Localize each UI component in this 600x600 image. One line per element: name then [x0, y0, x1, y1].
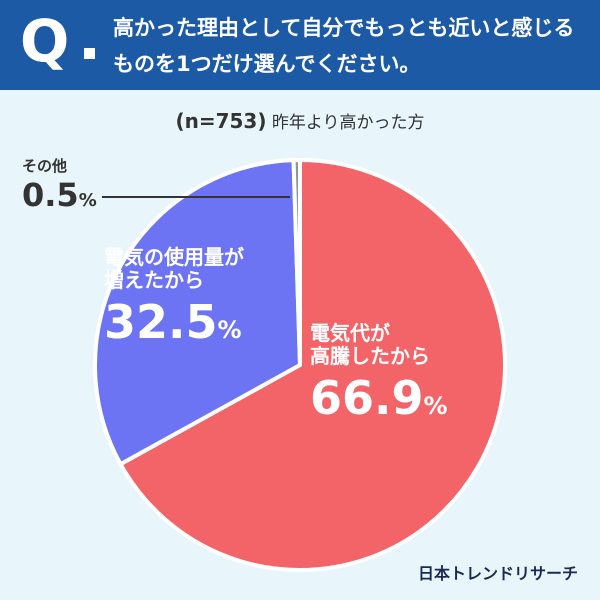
subtitle-text: 昨年より高かった方	[271, 113, 425, 133]
q-dot	[84, 48, 95, 59]
question-header: Q 高かった理由として自分でもっとも近いと感じるものを1つだけ選んでください。	[0, 0, 600, 90]
label-line-1: その他	[22, 157, 68, 175]
label-other: その他 0.5%	[22, 157, 97, 214]
value-row: 66.9%	[310, 372, 448, 425]
label-line-1: 電気代が	[310, 321, 390, 345]
source-logo: 日本トレンドリサーチ	[417, 564, 578, 583]
chart-subtitle: (n=753) 昨年より高かった方	[0, 108, 600, 133]
question-text: 高かった理由として自分でもっとも近いと感じるものを1つだけ選んでください。	[113, 16, 575, 76]
label-line-1: 電気の使用量が	[104, 245, 244, 269]
value-row: 32.5%	[104, 296, 244, 349]
percent-sign: %	[423, 392, 448, 420]
q-mark: Q	[20, 7, 70, 75]
value-number: 32.5	[104, 295, 218, 349]
sample-size: (n=753)	[175, 109, 267, 133]
label-line-2: 増えたから	[104, 268, 204, 292]
pie-slice-electricity-price	[118, 158, 507, 572]
value-number: 0.5	[22, 176, 79, 215]
value-row: 0.5%	[22, 177, 97, 214]
label-line-2: 高騰したから	[310, 344, 430, 368]
percent-sign: %	[217, 316, 242, 344]
value-number: 66.9	[310, 371, 424, 425]
percent-sign: %	[78, 190, 97, 212]
label-electricity-price: 電気代が 高騰したから 66.9%	[310, 322, 448, 425]
pie-slice-usage-increase	[93, 158, 302, 467]
pie-slice-other	[291, 157, 302, 367]
label-usage-increase: 電気の使用量が 増えたから 32.5%	[104, 246, 244, 349]
